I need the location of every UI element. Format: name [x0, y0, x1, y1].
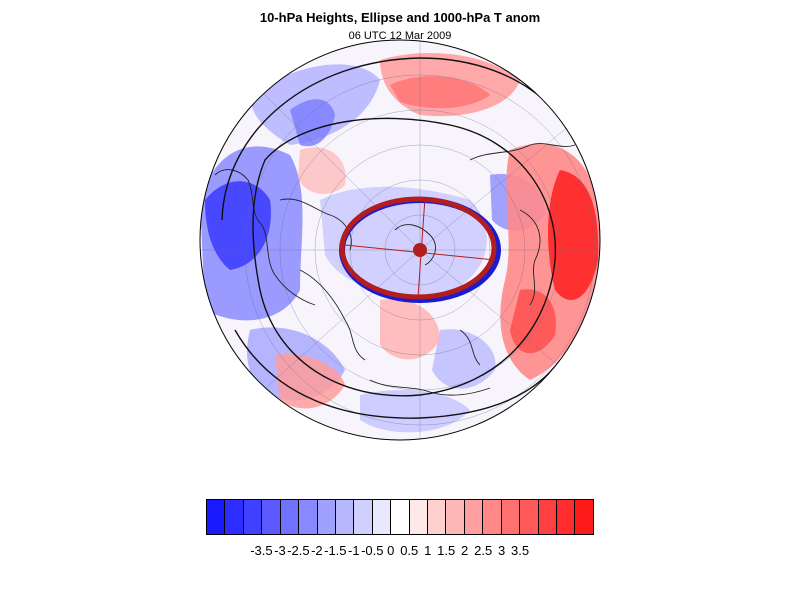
colorbar-cell [391, 500, 410, 534]
warm-anomaly-center-south [380, 299, 440, 360]
colorbar-cell [501, 500, 521, 534]
colorbar-cell [464, 500, 484, 534]
colorbar-cell [557, 500, 576, 534]
colorbar-cell [538, 500, 558, 534]
colorbar-tick-label: 3.5 [511, 543, 530, 558]
colorbar-cell [483, 500, 502, 534]
colorbar-cell [575, 500, 593, 534]
map-title: 10-hPa Heights, Ellipse and 1000-hPa T a… [259, 10, 541, 25]
warm-anomaly-southwest [275, 354, 345, 409]
colorbar [206, 499, 594, 535]
colorbar-tick-label: -2 [311, 543, 323, 558]
map-subtitle: 06 UTC 12 Mar 2009 [348, 30, 452, 42]
colorbar-tick-label: -0.5 [361, 543, 384, 558]
colorbar-tick-label: 2.5 [474, 543, 493, 558]
colorbar-tick-label: 1.5 [437, 543, 456, 558]
warm-anomaly-east-core [548, 170, 599, 300]
colorbar-tick-label: -3.5 [250, 543, 273, 558]
temperature-anomaly-field [200, 40, 600, 440]
colorbar-cell [446, 500, 465, 534]
colorbar-cell [409, 500, 429, 534]
colorbar-tick-label: -1.5 [324, 543, 347, 558]
colorbar-cell [280, 500, 300, 534]
cold-anomaly-south-east [432, 329, 496, 389]
colorbar-tick-label: 2 [461, 543, 469, 558]
vortex-ellipse [339, 196, 501, 303]
colorbar-tick-label: 0 [387, 543, 395, 558]
colorbar-cell [207, 500, 226, 534]
colorbar-cell [428, 500, 447, 534]
warm-anomaly-north-core [390, 76, 490, 109]
colorbar-tick-label: 1 [424, 543, 432, 558]
colorbar-cell [317, 500, 336, 534]
vortex-center [413, 243, 427, 257]
warm-anomaly-northwest [298, 147, 346, 194]
colorbar-cell [299, 500, 318, 534]
colorbar-tick-label: 3 [497, 543, 506, 558]
colorbar-cell [354, 500, 373, 534]
colorbar-tick-label: -2.5 [287, 543, 310, 558]
colorbar-tick-labels: -3.5 -3 -2.5 -2 -1.5 -1 -0.5 0 0.5 1 1.5 2 2.5 3 3.5 [0, 543, 800, 563]
colorbar-cell [225, 500, 244, 534]
colorbar-cell [243, 500, 263, 534]
colorbar-tick-label: 0.5 [400, 543, 419, 558]
colorbar-cell [335, 500, 355, 534]
colorbar-tick-label: -1 [348, 543, 360, 558]
colorbar-cell [520, 500, 539, 534]
colorbar-tick-label: -3 [274, 543, 286, 558]
colorbar-cell [372, 500, 392, 534]
globe-outline [199, 39, 601, 441]
colorbar-cell [262, 500, 281, 534]
coastlines [214, 143, 576, 396]
